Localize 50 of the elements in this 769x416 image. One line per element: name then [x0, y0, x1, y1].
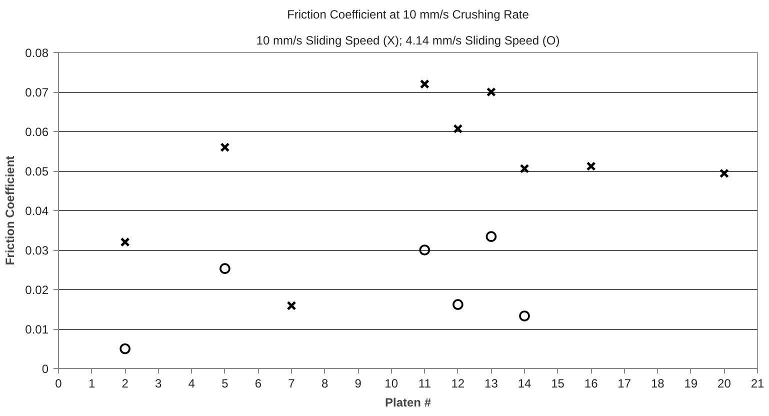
point: [520, 164, 530, 174]
point: [452, 299, 464, 310]
x-tick-label: 0: [55, 376, 62, 390]
x-tick-label: 17: [618, 376, 632, 390]
y-tick-label: 0.07: [25, 86, 49, 100]
x-tick-label: 7: [288, 376, 296, 390]
x-tick-label: 20: [718, 376, 732, 390]
y-tick-label: 0.03: [25, 244, 49, 258]
x-tick-label: 11: [418, 376, 432, 390]
point: [420, 79, 430, 89]
x-tick-label: 6: [254, 376, 262, 390]
x-tick-label: 10: [384, 376, 398, 390]
y-tick-label: 0.04: [25, 204, 49, 218]
x-tick-label: 9: [354, 376, 362, 390]
y-axis-title: Friction Coefficient: [3, 156, 18, 266]
x-tick-label: 12: [451, 376, 465, 390]
x-tick-label: 8: [321, 376, 328, 390]
y-tick-label: 0: [42, 362, 49, 376]
chart-subtitle: 10 mm/s Sliding Speed (X); 4.14 mm/s Sliding Speed (O): [256, 34, 560, 48]
x-tick-label: 14: [518, 376, 532, 390]
x-tick-label: 19: [684, 376, 698, 390]
point: [719, 168, 729, 178]
point: [220, 142, 230, 152]
y-tick-label: 0.06: [25, 125, 49, 139]
point: [220, 263, 230, 274]
point: [120, 343, 130, 354]
x-tick-label: 16: [584, 376, 598, 390]
x-tick-label: 4: [188, 376, 196, 390]
x-tick-label: 2: [122, 376, 129, 390]
x-tick-label: 18: [650, 376, 665, 390]
point: [519, 310, 530, 322]
x-tick-label: 3: [155, 376, 162, 390]
point: [586, 161, 596, 172]
x-tick-label: 21: [750, 376, 764, 390]
point: [486, 231, 497, 242]
point: [120, 237, 130, 247]
chart-title: Friction Coefficient at 10 mm/s Crushing Rate: [287, 8, 530, 22]
point: [286, 300, 296, 310]
x-tick-label: 13: [484, 376, 498, 390]
y-tick-label: 0.02: [25, 283, 49, 297]
y-tick-label: 0.05: [25, 164, 49, 178]
point: [486, 87, 496, 97]
y-tick-label: 0.01: [25, 322, 49, 336]
x-tick-label: 5: [222, 376, 229, 390]
y-tick-label: 0.08: [25, 46, 49, 60]
point: [453, 124, 463, 134]
x-tick-label: 1: [88, 376, 96, 390]
x-axis-title: Platen #: [384, 396, 432, 410]
point: [419, 244, 430, 256]
x-tick-label: 15: [551, 376, 565, 390]
